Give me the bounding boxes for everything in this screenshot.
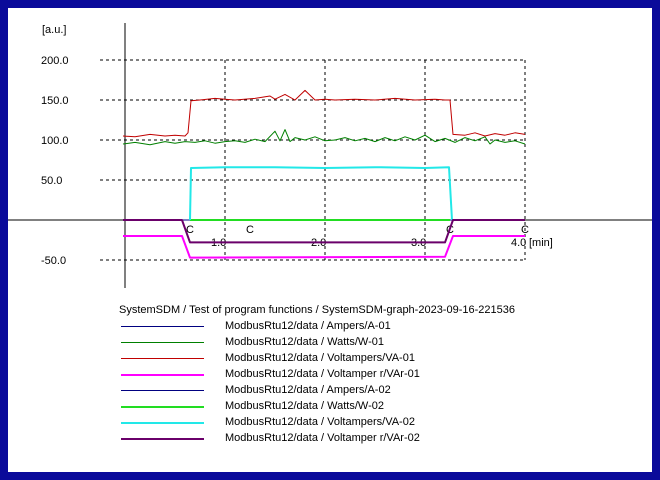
legend-label: ModbusRtu12/data / Ampers/A-02 [225,384,391,396]
legend-swatch [121,390,204,391]
legend-label: ModbusRtu12/data / Voltampers/VA-01 [225,352,415,364]
chart-window: [a.u.] 200.0 150.0 100.0 50.0 -50.0 1.0 2.0 3.0 4… [8,8,652,472]
series-line-8 [123,219,525,244]
legend-swatch [121,438,204,440]
legend-title: SystemSDM / Test of program functions / … [119,304,515,316]
series-line-7 [189,166,453,221]
legend-item: ModbusRtu12/data / Voltampers/VA-01 [119,351,515,367]
legend-label: ModbusRtu12/data / Watts/W-01 [225,336,384,348]
legend-item: ModbusRtu12/data / Ampers/A-01 [119,319,515,335]
x-axis-unit: [min] [529,237,553,249]
legend-item: ModbusRtu12/data / Watts/W-02 [119,399,515,415]
legend-label: ModbusRtu12/data / Voltamper r/VAr-02 [225,432,420,444]
legend-item: ModbusRtu12/data / Watts/W-01 [119,335,515,351]
legend-item: ModbusRtu12/data / Ampers/A-02 [119,383,515,399]
event-marker-label: C [186,224,194,236]
series-line-4 [123,235,525,259]
legend-swatch [121,326,204,327]
event-marker-label: C [521,224,529,236]
legend-swatch [121,422,204,424]
legend-swatch [121,406,204,408]
legend-label: ModbusRtu12/data / Ampers/A-01 [225,320,391,332]
legend-swatch [121,358,204,359]
event-marker-label: C [246,224,254,236]
legend-label: ModbusRtu12/data / Voltamper r/VAr-01 [225,368,420,380]
y-tick-label: 200.0 [41,55,69,67]
legend-label: ModbusRtu12/data / Voltampers/VA-02 [225,416,415,428]
series-line-3 [122,89,526,138]
x-tick-label: 4.0 [511,237,526,249]
y-tick-label: 50.0 [41,175,62,187]
y-axis-label: [a.u.] [42,24,66,36]
y-tick-label: 100.0 [41,135,69,147]
series-line-2 [122,129,526,146]
legend-swatch [121,374,204,376]
legend-item: ModbusRtu12/data / Voltamper r/VAr-01 [119,367,515,383]
legend-item: ModbusRtu12/data / Voltampers/VA-02 [119,415,515,431]
legend-item: ModbusRtu12/data / Voltamper r/VAr-02 [119,431,515,447]
legend-label: ModbusRtu12/data / Watts/W-02 [225,400,384,412]
y-tick-label: -50.0 [41,255,66,267]
legend: SystemSDM / Test of program functions / … [119,303,515,447]
y-tick-label: 150.0 [41,95,69,107]
legend-swatch [121,342,204,343]
